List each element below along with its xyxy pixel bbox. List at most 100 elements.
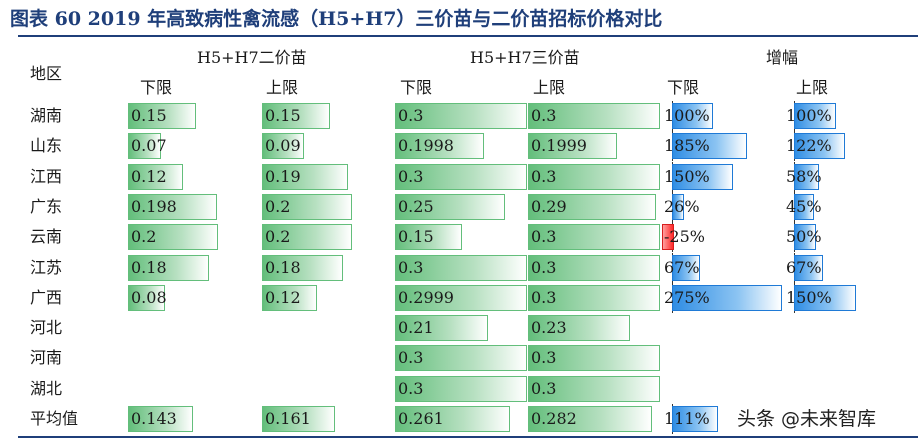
negative-growth-databar: [662, 224, 674, 250]
cell-value: 0.18: [131, 258, 167, 277]
cell-value: 0.12: [131, 167, 167, 186]
price-databar: [395, 103, 527, 129]
growth-databar: [672, 255, 700, 281]
region-label: 广西: [30, 288, 63, 307]
cell-value: 185%: [664, 136, 710, 155]
price-databar: [262, 224, 352, 250]
cell-value: 111%: [664, 409, 710, 428]
cell-value: 58%: [786, 167, 822, 186]
cell-value: 0.2999: [398, 288, 454, 307]
cell-value: 67%: [786, 258, 822, 277]
cell-value: 0.3: [398, 258, 424, 277]
cell-value: 150%: [786, 288, 832, 307]
price-databar: [128, 194, 217, 220]
header-bi-upper: 上限: [266, 78, 299, 97]
price-databar: [128, 255, 209, 281]
watermark: 头条 @未来智库: [737, 408, 877, 430]
price-databar: [395, 194, 505, 220]
region-label: 江西: [30, 167, 63, 186]
price-databar: [528, 164, 660, 190]
cell-value: 0.2: [265, 197, 291, 216]
price-databar: [528, 103, 660, 129]
cell-value: 0.15: [131, 106, 167, 125]
price-databar: [128, 224, 218, 250]
price-databar: [395, 345, 527, 371]
region-label: 河南: [30, 348, 63, 367]
growth-databar: [672, 164, 733, 190]
growth-databar: [794, 164, 819, 190]
cell-value: 0.3: [531, 227, 557, 246]
cell-value: 0.1998: [398, 136, 454, 155]
header-bi-lower: 下限: [140, 78, 173, 97]
price-databar: [262, 255, 343, 281]
cell-value: 0.3: [398, 106, 424, 125]
region-label: 湖南: [30, 106, 63, 125]
cell-value: -25%: [664, 227, 705, 246]
cell-value: 0.3: [531, 348, 557, 367]
cell-value: 0.18: [265, 258, 301, 277]
cell-value: 0.29: [531, 197, 567, 216]
price-databar: [262, 194, 352, 220]
cell-value: 0.23: [531, 318, 567, 337]
cell-value: 50%: [786, 227, 822, 246]
price-databar: [395, 224, 462, 250]
price-databar: [528, 224, 660, 250]
cell-value: 0.3: [531, 106, 557, 125]
cell-value: 0.19: [265, 167, 301, 186]
price-databar: [262, 133, 304, 159]
cell-value: 0.3: [531, 167, 557, 186]
cell-value: 0.143: [131, 409, 177, 428]
price-databar: [528, 194, 656, 220]
region-label: 广东: [30, 197, 63, 216]
header-tri-lower: 下限: [400, 78, 433, 97]
cell-value: 0.1999: [531, 136, 587, 155]
cell-value: 0.21: [398, 318, 434, 337]
header-gr-upper: 上限: [796, 78, 829, 97]
growth-databar: [794, 133, 845, 159]
cell-value: 100%: [664, 106, 710, 125]
price-databar: [395, 315, 488, 341]
cell-value: 0.161: [265, 409, 311, 428]
region-label: 江苏: [30, 258, 63, 277]
region-label: 平均值: [30, 409, 79, 428]
table-bottom-rule: [18, 436, 918, 438]
cell-value: 0.261: [398, 409, 444, 428]
price-databar: [528, 345, 660, 371]
price-databar: [528, 133, 617, 159]
header-gr-lower: 下限: [667, 78, 700, 97]
growth-databar: [672, 285, 782, 311]
price-databar: [128, 133, 161, 159]
cell-value: 0.3: [531, 258, 557, 277]
growth-databar: [794, 285, 856, 311]
cell-value: 0.3: [398, 348, 424, 367]
header-growth: 增幅: [766, 48, 799, 67]
price-databar: [528, 285, 660, 311]
price-databar: [262, 164, 348, 190]
price-databar: [395, 255, 527, 281]
cell-value: 0.09: [265, 136, 301, 155]
cell-value: 0.198: [131, 197, 177, 216]
price-databar: [528, 255, 660, 281]
cell-value: 0.3: [398, 379, 424, 398]
table-top-rule: [18, 35, 918, 37]
price-databar: [128, 164, 183, 190]
cell-value: 0.3: [531, 288, 557, 307]
figure-title: 图表 60 2019 年高致病性禽流感（H5+H7）三价苗与二价苗招标价格对比: [10, 8, 663, 30]
cell-value: 0.3: [531, 379, 557, 398]
price-databar: [395, 376, 527, 402]
growth-databar: [672, 406, 718, 432]
growth-databar: [794, 255, 823, 281]
price-databar: [528, 376, 660, 402]
region-label: 湖北: [30, 379, 63, 398]
price-databar: [262, 103, 330, 129]
cell-value: 0.25: [398, 197, 434, 216]
header-region: 地区: [30, 64, 63, 83]
price-databar: [262, 406, 335, 432]
cell-value: 0.2: [131, 227, 157, 246]
price-databar: [262, 285, 317, 311]
cell-value: 0.3: [398, 167, 424, 186]
price-databar: [395, 285, 527, 311]
region-label: 山东: [30, 136, 63, 155]
growth-databar: [794, 224, 816, 250]
header-bivalent: H5+H7二价苗: [197, 48, 307, 67]
